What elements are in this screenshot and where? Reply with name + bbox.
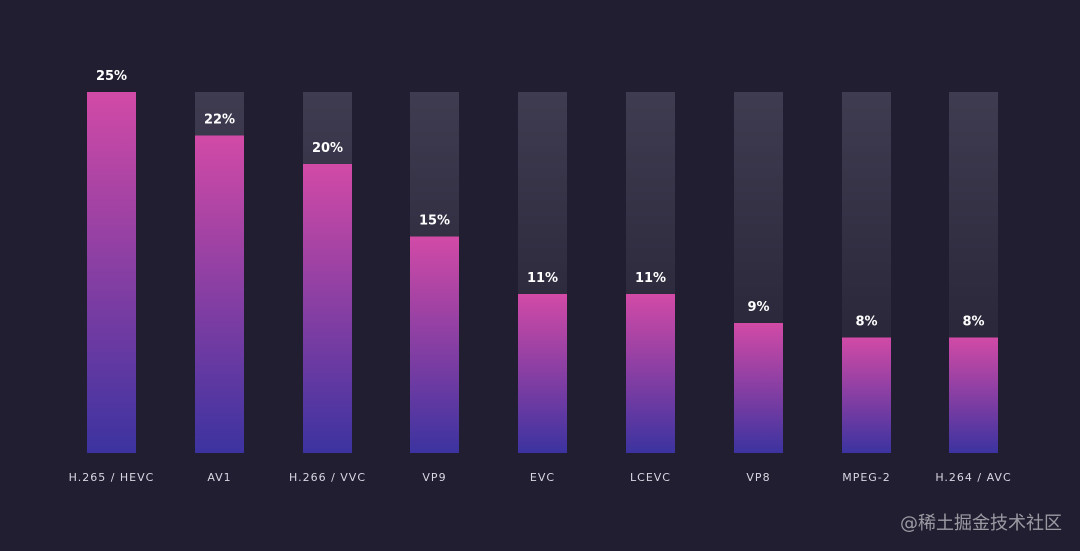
category-label: EVC: [530, 471, 555, 484]
bar-value-label: 8%: [855, 314, 877, 329]
category-label: LCEVC: [630, 471, 671, 484]
bar: [518, 294, 567, 453]
category-label: AV1: [207, 471, 231, 484]
bar: [842, 337, 891, 453]
category-label: MPEG-2: [842, 471, 891, 484]
bar-value-label: 8%: [962, 314, 984, 329]
category-label: H.266 / VVC: [289, 471, 366, 484]
bar: [303, 164, 352, 453]
bar: [87, 92, 136, 453]
bar: [734, 323, 783, 453]
bar-value-label: 11%: [527, 271, 558, 286]
bar-value-label: 25%: [96, 69, 127, 84]
bar: [195, 135, 244, 453]
bar-value-label: 15%: [419, 213, 450, 228]
category-label: VP8: [746, 471, 770, 484]
category-label: VP9: [422, 471, 446, 484]
bar: [410, 236, 459, 453]
category-label: H.264 / AVC: [935, 471, 1011, 484]
bar-value-label: 9%: [747, 300, 769, 315]
watermark: @稀土掘金技术社区: [900, 513, 1062, 534]
bar: [949, 337, 998, 453]
bar: [626, 294, 675, 453]
bar-value-label: 11%: [635, 271, 666, 286]
bar-value-label: 22%: [204, 112, 235, 127]
bar-value-label: 20%: [312, 141, 343, 156]
category-label: H.265 / HEVC: [69, 471, 155, 484]
